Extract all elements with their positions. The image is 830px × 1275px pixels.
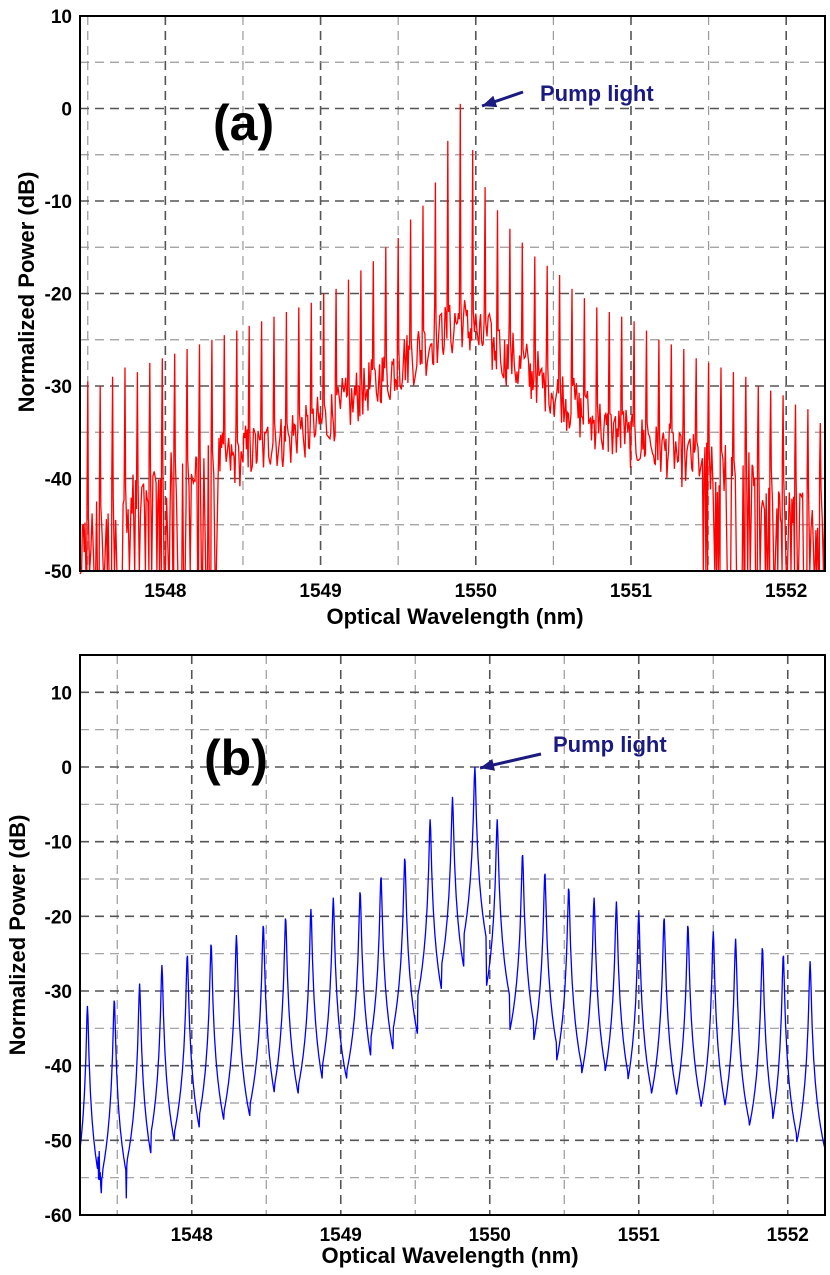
y-tick-labels-a: -50 -40 -30 -20 -10 0 10	[45, 7, 72, 583]
y-tick-label: 10	[51, 7, 72, 28]
plot-frame-a	[79, 15, 826, 572]
pump-arrow-head-a	[482, 95, 498, 108]
y-tick-label: -30	[45, 377, 72, 398]
spectrum-trace-b	[79, 766, 826, 1199]
x-tick-label: 1548	[171, 1225, 213, 1246]
x-axis-label-a: Optical Wavelength (nm)	[326, 604, 583, 629]
x-tick-labels-b: 1548 1549 1550 1551 1552	[171, 1225, 809, 1246]
y-tick-label: -60	[45, 1206, 72, 1227]
y-axis-label-a: Normalized Power (dB)	[14, 172, 39, 413]
y-tick-label: 0	[61, 758, 72, 779]
x-axis-label-b: Optical Wavelength (nm)	[321, 1243, 578, 1268]
x-tick-label: 1550	[469, 1225, 511, 1246]
pump-arrow-head-b	[480, 759, 495, 771]
panel-label-b: (b)	[204, 730, 268, 786]
y-tick-label: -10	[45, 833, 72, 854]
plot-frame-b	[79, 654, 826, 1216]
grid-a	[80, 15, 825, 572]
y-tick-label: -50	[45, 1131, 72, 1152]
y-tick-label: -30	[45, 982, 72, 1003]
panel-label-a: (a)	[213, 95, 274, 151]
y-tick-label: -20	[45, 285, 72, 306]
x-tick-label: 1548	[144, 581, 186, 602]
y-tick-label: -40	[45, 1057, 72, 1078]
x-tick-label: 1552	[767, 1225, 809, 1246]
pump-light-label-b: Pump light	[553, 732, 667, 757]
y-tick-label: -40	[45, 470, 72, 491]
y-tick-label: -20	[45, 907, 72, 928]
y-tick-labels-b: -60 -50 -40 -30 -20 -10 0 10	[45, 683, 72, 1227]
x-tick-label: 1549	[299, 581, 341, 602]
x-tick-label: 1551	[610, 581, 653, 602]
pump-light-annotation-a: Pump light	[481, 81, 654, 108]
y-tick-label: -50	[45, 562, 72, 583]
y-tick-label: 0	[61, 100, 72, 121]
x-tick-labels-a: 1548 1549 1550 1551 1552	[144, 581, 807, 602]
x-tick-label: 1550	[455, 581, 497, 602]
x-tick-label: 1549	[320, 1225, 362, 1246]
y-axis-label-b: Normalized Power (dB)	[5, 815, 30, 1056]
spectrum-trace-a	[79, 103, 826, 575]
x-tick-label: 1552	[765, 581, 807, 602]
y-tick-label: 10	[51, 683, 72, 704]
y-tick-label: -10	[45, 192, 72, 213]
pump-light-annotation-b: Pump light	[479, 732, 667, 771]
pump-light-label-a: Pump light	[540, 81, 654, 106]
x-tick-label: 1551	[618, 1225, 661, 1246]
